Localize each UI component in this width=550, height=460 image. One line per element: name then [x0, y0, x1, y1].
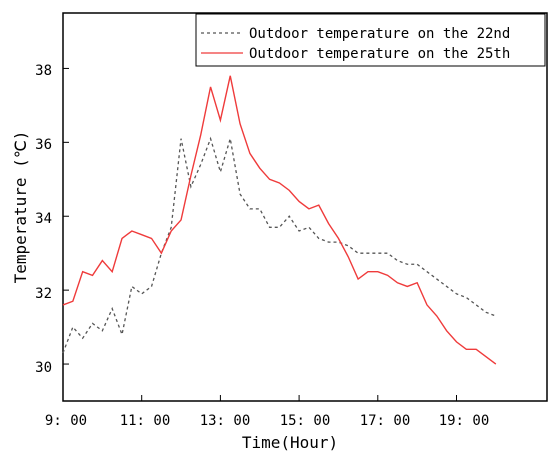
y-tick-label: 38 [35, 63, 52, 79]
data-point-22nd [229, 137, 232, 140]
series-line-22nd [62, 136, 497, 354]
x-tick-label: 19: 00 [439, 413, 490, 429]
x-tick-label: 15: 00 [280, 413, 331, 429]
y-axis-title: Temperature (℃) [11, 131, 30, 284]
y-axis-tick-labels: 30 32 34 36 38 [35, 63, 52, 376]
series-line-25th [62, 75, 497, 365]
legend-box [195, 13, 546, 67]
data-point-22nd [121, 333, 124, 336]
legend: Outdoor temperature on the 22nd Outdoor … [195, 13, 546, 67]
x-tick-label: 9: 00 [45, 413, 87, 429]
x-tick-label: 17: 00 [360, 413, 411, 429]
y-tick-label: 36 [35, 137, 52, 153]
x-tick-label: 13: 00 [200, 413, 251, 429]
y-tick-label: 32 [35, 286, 52, 302]
legend-label-22nd: Outdoor temperature on the 22nd [249, 26, 510, 42]
axis-ticks [62, 67, 457, 401]
x-axis-tick-labels: 9: 00 11: 00 13: 00 15: 00 17: 00 19: 00 [45, 413, 489, 429]
legend-label-25th: Outdoor temperature on the 25th [249, 46, 510, 62]
data-point-22nd [494, 315, 497, 318]
series-layer [62, 75, 497, 365]
points-layer [62, 74, 498, 365]
x-tick-label: 11: 00 [120, 413, 171, 429]
y-tick-label: 34 [35, 211, 52, 227]
x-axis-title: Time(Hour) [242, 433, 338, 452]
y-tick-label: 30 [35, 360, 52, 376]
plot-frame [62, 12, 548, 402]
